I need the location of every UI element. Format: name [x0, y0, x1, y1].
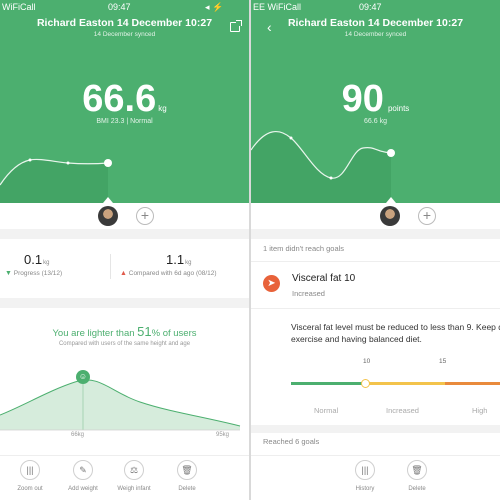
stat-divider: [110, 254, 111, 279]
compared-value: 1.1kg: [166, 252, 192, 267]
weight-trend-chart: [0, 158, 113, 203]
status-time: 09:47: [108, 2, 131, 12]
visceral-fat-status: Increased: [292, 289, 325, 298]
range-label-high: High: [472, 406, 488, 415]
zoom-out-button[interactable]: ||| Zoom out: [9, 460, 51, 492]
compared-label: ▲ Compared with 6d ago (08/12): [120, 270, 217, 277]
score-readout: 90 points: [251, 78, 500, 121]
trash-icon: 🗑: [177, 460, 197, 480]
visceral-fat-range-bar: [291, 382, 500, 385]
delete-button[interactable]: 🗑 Delete: [396, 460, 438, 492]
screen-divider: [249, 0, 251, 500]
weight-header: WiFiCall 09:47 ◂ ⚡ Richard Easton 14 Dec…: [0, 0, 249, 203]
advice-text: Visceral fat level must be reduced to le…: [291, 322, 500, 344]
visceral-fat-icon: ➤: [263, 275, 280, 292]
distribution-line: [0, 379, 241, 427]
range-label-normal: Normal: [314, 406, 339, 415]
delete-button[interactable]: 🗑 Delete: [166, 460, 208, 492]
back-chevron-icon[interactable]: ‹: [267, 19, 272, 35]
bottom-toolbar: ||| History 🗑 Delete: [251, 455, 500, 500]
weight-sub: 66.6 kg: [364, 118, 387, 125]
lighter-than-text: You are lighter than 51% of users: [52, 324, 197, 339]
user-marker-icon: ☺: [76, 370, 90, 384]
progress-value: 0.1kg: [24, 252, 50, 267]
user-row: +: [251, 203, 500, 229]
weight-unit: kg: [158, 104, 167, 113]
down-triangle-icon: ▼: [5, 270, 12, 277]
trend-point: [28, 158, 32, 162]
trend-point: [66, 161, 70, 165]
trend-point-current: [104, 159, 112, 167]
sync-status: 14 December synced: [344, 31, 407, 38]
weight-trend-area: [0, 159, 108, 203]
trend-point: [329, 176, 333, 180]
section-gap: [251, 425, 500, 433]
add-user-button[interactable]: +: [136, 207, 154, 225]
weight-readout: 66.6 kg: [0, 78, 249, 121]
bottom-toolbar: ||| Zoom out ✎ Add weight ⚖ Weigh infant…: [0, 455, 249, 500]
avatar[interactable]: [98, 206, 118, 226]
score-trend-chart: [251, 131, 396, 203]
range-tick-10: 10: [363, 358, 371, 365]
score-value: 90: [341, 78, 384, 120]
axis-label-66kg: 66kg: [71, 432, 85, 438]
visceral-fat-title: Visceral fat 10: [292, 273, 356, 284]
up-triangle-icon: ▲: [120, 270, 127, 277]
status-time: 09:47: [359, 2, 382, 12]
bars-icon: |||: [20, 460, 40, 480]
share-icon[interactable]: [230, 20, 242, 32]
weight-screen: WiFiCall 09:47 ◂ ⚡ Richard Easton 14 Dec…: [0, 0, 249, 500]
weigh-infant-button[interactable]: ⚖ Weigh infant: [113, 460, 155, 492]
range-tick-15: 15: [439, 358, 447, 365]
section-gap: [251, 229, 500, 239]
distribution-chart: [0, 379, 241, 431]
range-indicator: [361, 379, 370, 388]
avatar[interactable]: [380, 206, 400, 226]
section-divider: [251, 261, 500, 262]
score-unit: points: [387, 104, 410, 113]
page-title: Richard Easton 14 December 10:27: [287, 17, 464, 29]
compared-note: Compared with users of the same height a…: [58, 341, 191, 347]
trash-icon: 🗑: [407, 460, 427, 480]
status-carrier: EE WiFiCall: [253, 2, 302, 12]
bmi-text: BMI 23.3 | Normal: [96, 118, 153, 125]
weight-value: 66.6: [82, 78, 157, 120]
section-gap: [0, 229, 249, 239]
pointer-triangle: [103, 197, 113, 203]
range-label-increased: Increased: [386, 406, 419, 415]
status-carrier: WiFiCall: [2, 2, 36, 12]
scale-icon: ⚖: [124, 460, 144, 480]
section-gap: [0, 298, 249, 308]
trend-point-current: [387, 149, 395, 157]
weight-trend-line: [0, 158, 109, 186]
sync-status: 14 December synced: [93, 31, 156, 38]
status-icons: ◂ ⚡: [205, 2, 224, 12]
score-header: EE WiFiCall 09:47 Richard Easton 14 Dece…: [251, 0, 500, 203]
progress-label: ▼ Progress (13/12): [5, 270, 63, 277]
goals-reached: Reached 6 goals: [263, 437, 320, 446]
axis-label-95kg: 95kg: [216, 432, 230, 438]
history-button[interactable]: ||| History: [344, 460, 386, 492]
add-user-button[interactable]: +: [418, 207, 436, 225]
goals-not-reached: 1 item didn't reach goals: [263, 244, 345, 253]
bars-icon: |||: [355, 460, 375, 480]
section-divider: [251, 308, 500, 309]
trend-point: [289, 136, 293, 140]
score-trend-area: [251, 131, 391, 203]
user-row: +: [0, 203, 249, 229]
edit-icon: ✎: [73, 460, 93, 480]
page-title: Richard Easton 14 December 10:27: [36, 17, 213, 29]
score-screen: EE WiFiCall 09:47 Richard Easton 14 Dece…: [251, 0, 500, 500]
distribution-area: [0, 380, 240, 430]
pointer-triangle: [386, 197, 396, 203]
add-weight-button[interactable]: ✎ Add weight: [62, 460, 104, 492]
